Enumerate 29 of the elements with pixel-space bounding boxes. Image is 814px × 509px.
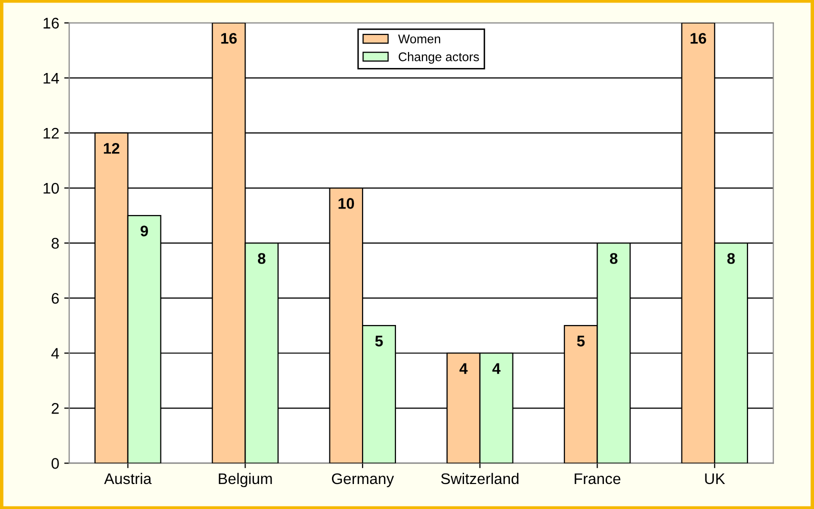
x-tick-label: France bbox=[574, 473, 620, 484]
y-tick-label: 14 bbox=[44, 72, 60, 84]
data-label: 8 bbox=[610, 253, 618, 264]
data-label: 4 bbox=[492, 363, 501, 374]
data-label: 5 bbox=[577, 336, 585, 346]
x-tick-label: Germany bbox=[332, 473, 394, 488]
data-label: 9 bbox=[140, 226, 148, 236]
data-label: 12 bbox=[104, 143, 120, 154]
x-tick-label: Belgium bbox=[218, 472, 272, 488]
data-label: 10 bbox=[338, 198, 354, 209]
legend-label: Change actors bbox=[398, 52, 479, 64]
y-tick-label: 12 bbox=[44, 128, 59, 139]
x-tick-label: Switzerland bbox=[441, 472, 518, 484]
y-tick-label: 6 bbox=[52, 292, 59, 304]
legend-label: Women bbox=[398, 34, 440, 44]
data-label: 8 bbox=[258, 253, 266, 264]
x-tick-label: Austria bbox=[104, 472, 152, 484]
x-tick-label: UK bbox=[705, 473, 726, 484]
y-tick-label: 16 bbox=[44, 18, 59, 29]
data-label: 16 bbox=[221, 32, 237, 44]
y-tick-label: 8 bbox=[52, 238, 59, 249]
data-label: 8 bbox=[727, 253, 735, 264]
y-tick-label: 0 bbox=[52, 458, 59, 469]
y-tick-label: 2 bbox=[52, 403, 59, 414]
y-tick-label: 4 bbox=[51, 348, 60, 359]
data-label: 4 bbox=[459, 363, 468, 374]
y-tick-label: 10 bbox=[44, 182, 59, 194]
data-label: 5 bbox=[375, 336, 383, 346]
data-label: 16 bbox=[690, 32, 706, 44]
